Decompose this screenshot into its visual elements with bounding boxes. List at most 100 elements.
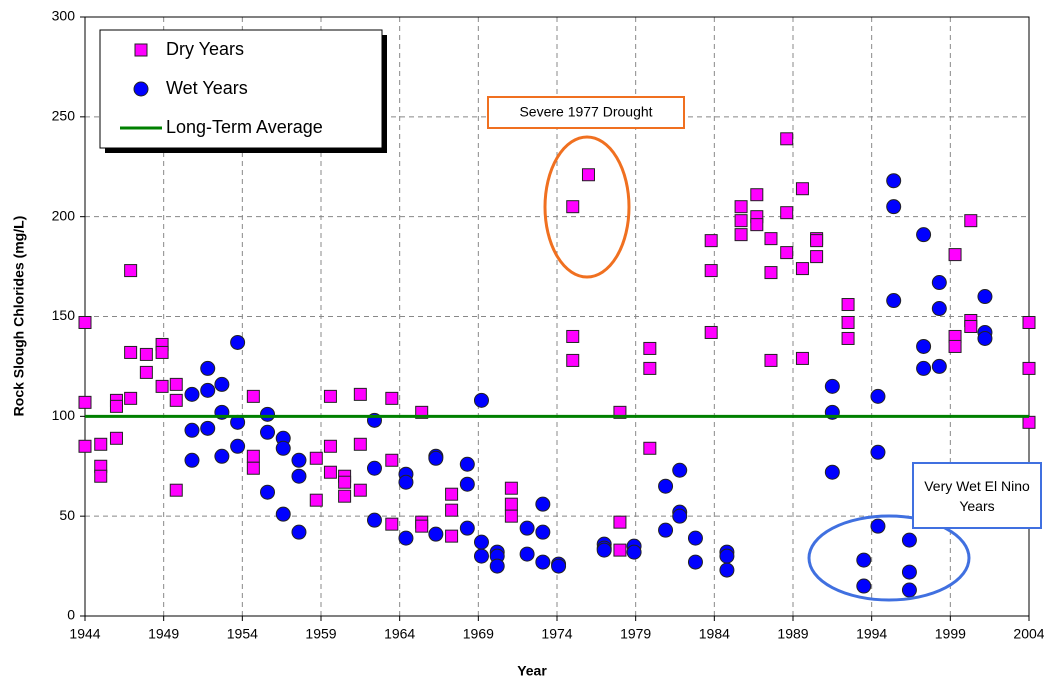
x-tick-label: 1974 (541, 626, 572, 642)
legend-swatch (133, 81, 149, 97)
wet-point (719, 562, 735, 578)
y-tick-label: 200 (52, 207, 76, 223)
dry-point (504, 509, 518, 523)
wet-point (977, 330, 993, 346)
dry-point (613, 543, 627, 557)
legend-label: Long-Term Average (166, 117, 323, 137)
dry-point (445, 529, 459, 543)
y-tick-label: 150 (52, 307, 76, 323)
dry-point (385, 517, 399, 531)
y-tick-label: 0 (67, 607, 75, 623)
dry-point (139, 365, 153, 379)
dry-point (353, 437, 367, 451)
dry-point (780, 132, 794, 146)
x-tick-label: 1959 (305, 626, 336, 642)
x-tick-label: 1964 (384, 626, 415, 642)
wet-point (275, 440, 291, 456)
dry-point (566, 329, 580, 343)
wet-point (916, 227, 932, 243)
dry-point (309, 493, 323, 507)
legend-label: Dry Years (166, 39, 244, 59)
dry-point (246, 449, 260, 463)
wet-point (200, 420, 216, 436)
dry-point (948, 339, 962, 353)
annotation-box (912, 462, 1042, 529)
dry-point (810, 234, 824, 248)
dry-point (780, 206, 794, 220)
y-tick-label: 250 (52, 108, 76, 124)
wet-point (535, 524, 551, 540)
dry-point (385, 453, 399, 467)
wet-point (489, 558, 505, 574)
wet-point (200, 382, 216, 398)
wet-point (428, 526, 444, 542)
wet-point (184, 386, 200, 402)
wet-point (260, 424, 276, 440)
wet-point (916, 338, 932, 354)
drought-ellipse (543, 135, 631, 279)
wet-point (658, 522, 674, 538)
dry-point (566, 200, 580, 214)
dry-point (78, 439, 92, 453)
wet-point (398, 474, 414, 490)
wet-point (459, 476, 475, 492)
dry-point (643, 441, 657, 455)
dry-point (139, 347, 153, 361)
dry-point (1022, 415, 1036, 429)
dry-point (323, 465, 337, 479)
dry-point (169, 393, 183, 407)
dry-point (643, 341, 657, 355)
wet-point (886, 173, 902, 189)
dry-point (841, 315, 855, 329)
y-axis-label: Rock Slough Chlorides (mg/L) (11, 216, 27, 417)
dry-point (169, 483, 183, 497)
dry-point (94, 469, 108, 483)
wet-point (901, 582, 917, 598)
dry-point (764, 232, 778, 246)
x-tick-label: 1969 (463, 626, 494, 642)
dry-point (734, 214, 748, 228)
wet-point (291, 452, 307, 468)
wet-point (886, 199, 902, 215)
dry-point (948, 248, 962, 262)
dry-point (94, 437, 108, 451)
wet-point (184, 452, 200, 468)
wet-point (535, 554, 551, 570)
dry-point (734, 200, 748, 214)
dry-point (246, 389, 260, 403)
wet-point (824, 464, 840, 480)
wet-point (901, 532, 917, 548)
wet-point (856, 552, 872, 568)
x-axis-label: Year (517, 663, 547, 679)
annotation-box (487, 96, 685, 129)
wet-point (260, 406, 276, 422)
wet-point (366, 512, 382, 528)
dry-point (78, 315, 92, 329)
dry-point (750, 188, 764, 202)
x-tick-label: 1989 (777, 626, 808, 642)
x-tick-label: 1994 (856, 626, 887, 642)
y-tick-label: 50 (59, 507, 75, 523)
dry-point (109, 399, 123, 413)
dry-point (704, 234, 718, 248)
wet-point (366, 460, 382, 476)
wet-point (626, 544, 642, 560)
wet-point (886, 293, 902, 309)
wet-point (459, 456, 475, 472)
wet-point (200, 360, 216, 376)
dry-point (155, 379, 169, 393)
dry-point (246, 461, 260, 475)
wet-point (291, 468, 307, 484)
x-tick-label: 1979 (620, 626, 651, 642)
dry-point (764, 353, 778, 367)
x-tick-label: 2004 (1013, 626, 1044, 642)
dry-point (964, 214, 978, 228)
dry-point (795, 262, 809, 276)
x-tick-label: 1999 (935, 626, 966, 642)
dry-point (780, 246, 794, 260)
wet-point (551, 558, 567, 574)
y-tick-label: 300 (52, 8, 76, 24)
dry-point (445, 487, 459, 501)
dry-point (1022, 315, 1036, 329)
dry-point (338, 475, 352, 489)
